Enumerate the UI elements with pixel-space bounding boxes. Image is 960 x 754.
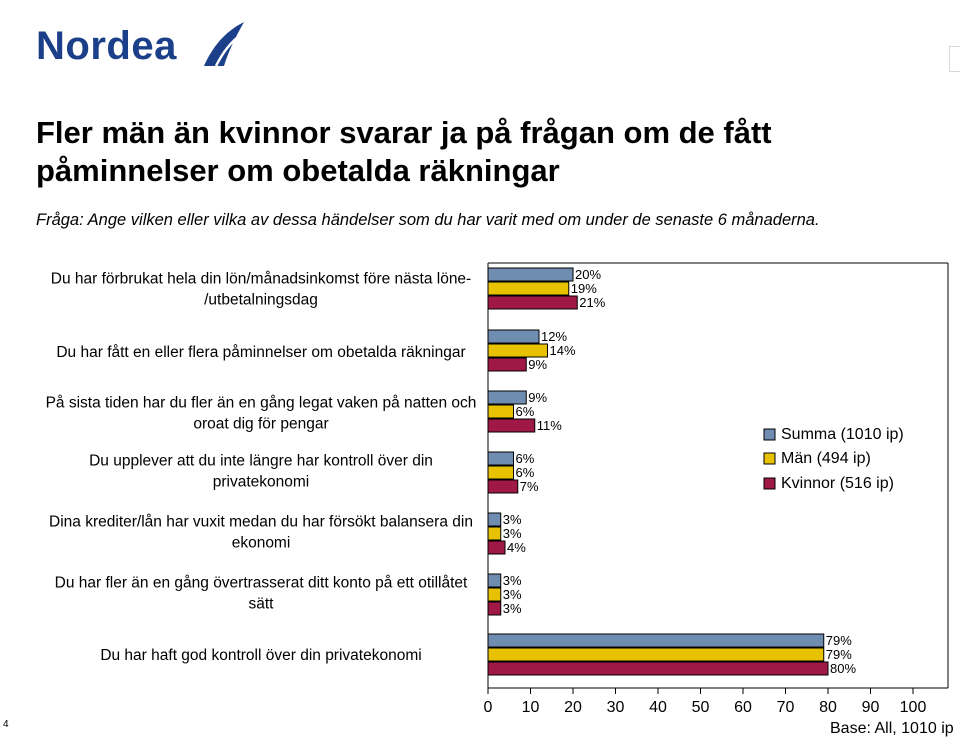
title-line-2: påminnelser om obetalda räkningar <box>36 153 560 188</box>
legend-swatch <box>763 477 776 490</box>
bar <box>487 526 502 541</box>
bar <box>487 329 540 344</box>
category-label: Du har haft god kontroll över din privat… <box>100 647 421 664</box>
x-tick-label: 30 <box>607 699 625 716</box>
x-tick-label: 10 <box>522 699 540 716</box>
category-label: /utbetalningsdag <box>204 292 318 309</box>
data-label: 3% <box>503 601 522 616</box>
bar-chart: 0 10 20 30 40 50 60 70 80 90 100 20%19%21% Du har fö… <box>46 262 949 716</box>
bar <box>487 479 519 494</box>
sail-icon <box>204 22 245 67</box>
bar <box>487 601 502 616</box>
data-label: 3% <box>503 587 522 602</box>
legend-swatch <box>763 428 776 441</box>
x-tick-label: 60 <box>734 699 752 716</box>
nordea-logo: Nordea <box>36 20 245 68</box>
bar <box>487 404 514 419</box>
category-label: På sista tiden har du fler än en gång le… <box>46 395 477 412</box>
page-title: Fler män än kvinnor svarar ja på frågan … <box>36 114 916 190</box>
data-label: 6% <box>516 451 535 466</box>
data-label: 3% <box>503 512 522 527</box>
x-tick-label: 70 <box>777 699 795 716</box>
bar <box>487 418 536 433</box>
category-label: Du har fler än en gång övertrasserat dit… <box>55 575 468 592</box>
data-label: 21% <box>579 295 605 310</box>
legend-label: Män (494 ip) <box>781 450 871 467</box>
bar <box>487 573 502 588</box>
bar <box>487 465 514 480</box>
category-label: Du har fått en eller flera påminnelser o… <box>56 344 465 361</box>
data-label: 20% <box>575 267 601 282</box>
x-tick-label: 100 <box>900 699 927 716</box>
bar <box>487 343 548 358</box>
bar <box>487 267 574 282</box>
base-note: Base: All, 1010 ip <box>830 720 954 737</box>
x-tick-label: 90 <box>862 699 880 716</box>
bar <box>487 587 502 602</box>
bar <box>487 633 825 648</box>
category-label: Du har förbrukat hela din lön/månadsinko… <box>51 271 471 288</box>
legend-label: Summa (1010 ip) <box>781 426 904 443</box>
category-label: sätt <box>249 596 275 613</box>
x-tick-label: 80 <box>819 699 837 716</box>
bar <box>487 647 825 662</box>
data-label: 3% <box>503 573 522 588</box>
bar <box>487 390 527 405</box>
corner-marker <box>949 46 960 72</box>
x-tick-label: 50 <box>692 699 710 716</box>
bar <box>487 540 506 555</box>
data-label: 6% <box>516 404 535 419</box>
data-label: 12% <box>541 329 567 344</box>
x-tick-label: 40 <box>649 699 667 716</box>
data-label: 80% <box>830 661 856 676</box>
data-label: 9% <box>528 390 547 405</box>
data-label: 79% <box>826 633 852 648</box>
bar <box>487 357 527 372</box>
bar <box>487 295 578 310</box>
legend-label: Kvinnor (516 ip) <box>781 475 894 492</box>
data-label: 19% <box>571 281 597 296</box>
category-label: ekonomi <box>232 535 291 552</box>
x-tick-label: 20 <box>564 699 582 716</box>
data-label: 79% <box>826 647 852 662</box>
category-label: privatekonomi <box>213 474 310 491</box>
data-label: 6% <box>516 465 535 480</box>
bar <box>487 512 502 527</box>
bar <box>487 451 514 466</box>
page-number: 4 <box>3 719 9 730</box>
data-label: 9% <box>528 357 547 372</box>
data-label: 3% <box>503 526 522 541</box>
data-label: 11% <box>537 418 562 433</box>
category-label: oroat dig för pengar <box>193 416 328 433</box>
category-label: Dina krediter/lån har vuxit medan du har… <box>49 514 473 531</box>
data-label: 7% <box>520 479 539 494</box>
bar <box>487 281 570 296</box>
data-label: 4% <box>507 540 526 555</box>
question-subtitle: Fråga: Ange vilken eller vilka av dessa … <box>36 211 820 229</box>
logo-text: Nordea <box>36 24 177 68</box>
x-tick-label: 0 <box>484 699 493 716</box>
title-line-1: Fler män än kvinnor svarar ja på frågan … <box>36 115 772 150</box>
data-label: 14% <box>550 343 576 358</box>
legend-swatch <box>763 452 776 465</box>
bar <box>487 661 829 676</box>
category-label: Du upplever att du inte längre har kontr… <box>89 453 433 470</box>
